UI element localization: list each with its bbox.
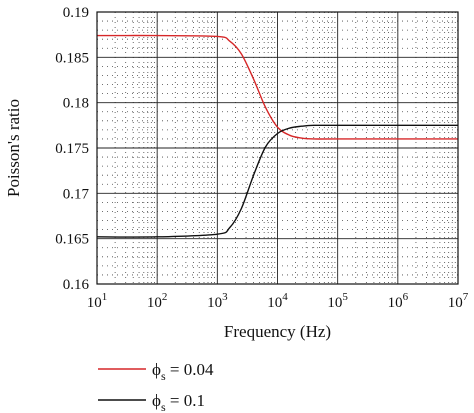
y-tick-label: 0.175 bbox=[55, 141, 89, 157]
x-tick-label: 105 bbox=[327, 291, 348, 311]
y-tick-label: 0.17 bbox=[63, 186, 90, 202]
series-lines bbox=[96, 34, 458, 238]
y-tick-label: 0.16 bbox=[63, 277, 90, 293]
y-axis-label: Poisson's ratio bbox=[4, 99, 23, 197]
x-tick-label: 107 bbox=[448, 291, 469, 311]
x-tick-label: 101 bbox=[87, 291, 108, 311]
series-line-1 bbox=[96, 34, 458, 140]
y-tick-label: 0.18 bbox=[63, 96, 89, 112]
y-tick-label: 0.165 bbox=[55, 232, 89, 248]
x-tick-label: 104 bbox=[267, 291, 288, 311]
legend-entry-2: ϕs = 0.1 bbox=[152, 391, 205, 413]
x-tick-label: 103 bbox=[207, 291, 228, 311]
legend-entry-1: ϕs = 0.04 bbox=[152, 360, 214, 383]
x-tick-labels: 101 102 103 104 105 106 107 bbox=[87, 291, 469, 311]
x-tick-label: 106 bbox=[388, 291, 409, 311]
grid bbox=[96, 11, 459, 285]
x-tick-label: 102 bbox=[147, 291, 168, 311]
legend: ϕs = 0.04 ϕs = 0.1 bbox=[98, 360, 214, 413]
y-tick-label: 0.19 bbox=[63, 5, 89, 21]
series-line-2 bbox=[96, 124, 458, 238]
plot-frame bbox=[96, 11, 459, 285]
y-tick-label: 0.185 bbox=[55, 50, 89, 66]
y-tick-labels: 0.16 0.165 0.17 0.175 0.18 0.185 0.19 bbox=[55, 5, 89, 293]
x-axis-label: Frequency (Hz) bbox=[224, 322, 331, 341]
